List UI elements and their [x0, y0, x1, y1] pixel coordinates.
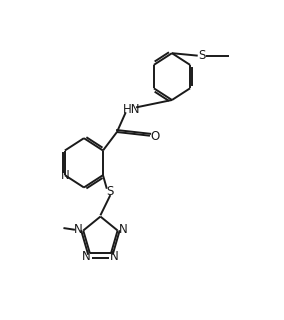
Text: N: N: [82, 250, 91, 262]
Text: S: S: [198, 49, 205, 62]
Text: N: N: [119, 223, 128, 236]
Text: O: O: [151, 131, 160, 143]
Text: S: S: [107, 185, 114, 198]
Text: N: N: [73, 223, 82, 236]
Text: N: N: [110, 250, 119, 262]
Text: HN: HN: [122, 103, 140, 116]
Text: N: N: [60, 169, 69, 182]
